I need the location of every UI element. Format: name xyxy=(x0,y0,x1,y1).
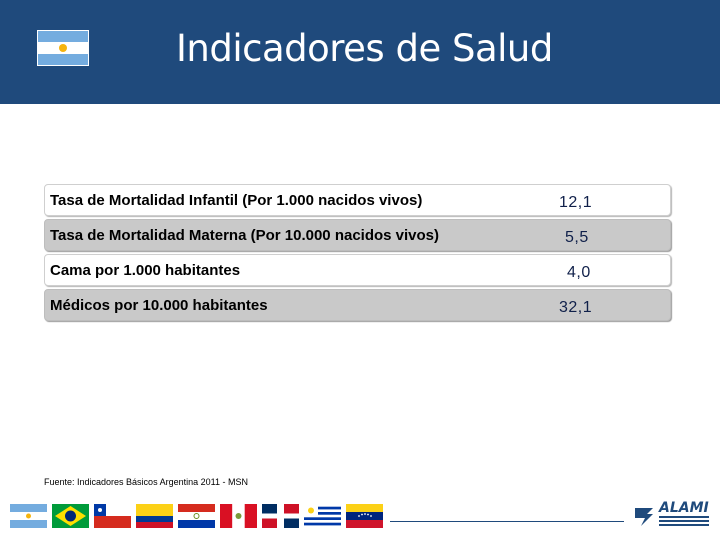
indicator-label: Cama por 1.000 habitantes xyxy=(50,262,241,279)
dominican-republic-flag-icon xyxy=(262,504,299,528)
header-bar: Indicadores de Salud xyxy=(0,0,720,104)
indicator-label: Tasa de Mortalidad Materna (Por 10.000 n… xyxy=(50,227,440,244)
indicators-table: Tasa de Mortalidad Infantil (Por 1.000 n… xyxy=(44,184,671,324)
indicator-row: Médicos por 10.000 habitantes 32,1 xyxy=(44,289,671,321)
brazil-flag-icon xyxy=(52,504,89,528)
argentina-flag-icon xyxy=(37,30,89,66)
indicator-row: Cama por 1.000 habitantes 4,0 xyxy=(44,254,671,286)
venezuela-flag-icon xyxy=(346,504,383,528)
alami-logo: ALAMI xyxy=(633,500,711,532)
indicator-row: Tasa de Mortalidad Infantil (Por 1.000 n… xyxy=(44,184,671,216)
source-note: Fuente: Indicadores Básicos Argentina 20… xyxy=(44,477,248,487)
alami-logo-mark-icon xyxy=(635,508,653,526)
chile-flag-icon xyxy=(94,504,131,528)
indicator-value: 12,1 xyxy=(559,194,593,211)
indicator-value: 4,0 xyxy=(567,264,591,281)
colombia-flag-icon xyxy=(136,504,173,528)
logo-subtitle-lines xyxy=(659,516,709,530)
indicator-label: Médicos por 10.000 habitantes xyxy=(50,297,268,314)
indicator-row: Tasa de Mortalidad Materna (Por 10.000 n… xyxy=(44,219,671,251)
indicator-value: 32,1 xyxy=(559,299,593,316)
page-title: Indicadores de Salud xyxy=(176,27,553,70)
paraguay-flag-icon xyxy=(178,504,215,528)
indicator-value: 5,5 xyxy=(565,229,589,246)
peru-flag-icon xyxy=(220,504,257,528)
argentina-flag-icon xyxy=(10,504,47,528)
indicator-label: Tasa de Mortalidad Infantil (Por 1.000 n… xyxy=(50,192,423,209)
logo-text: ALAMI xyxy=(659,500,709,516)
footer-divider xyxy=(390,521,624,522)
uruguay-flag-icon xyxy=(304,504,341,528)
